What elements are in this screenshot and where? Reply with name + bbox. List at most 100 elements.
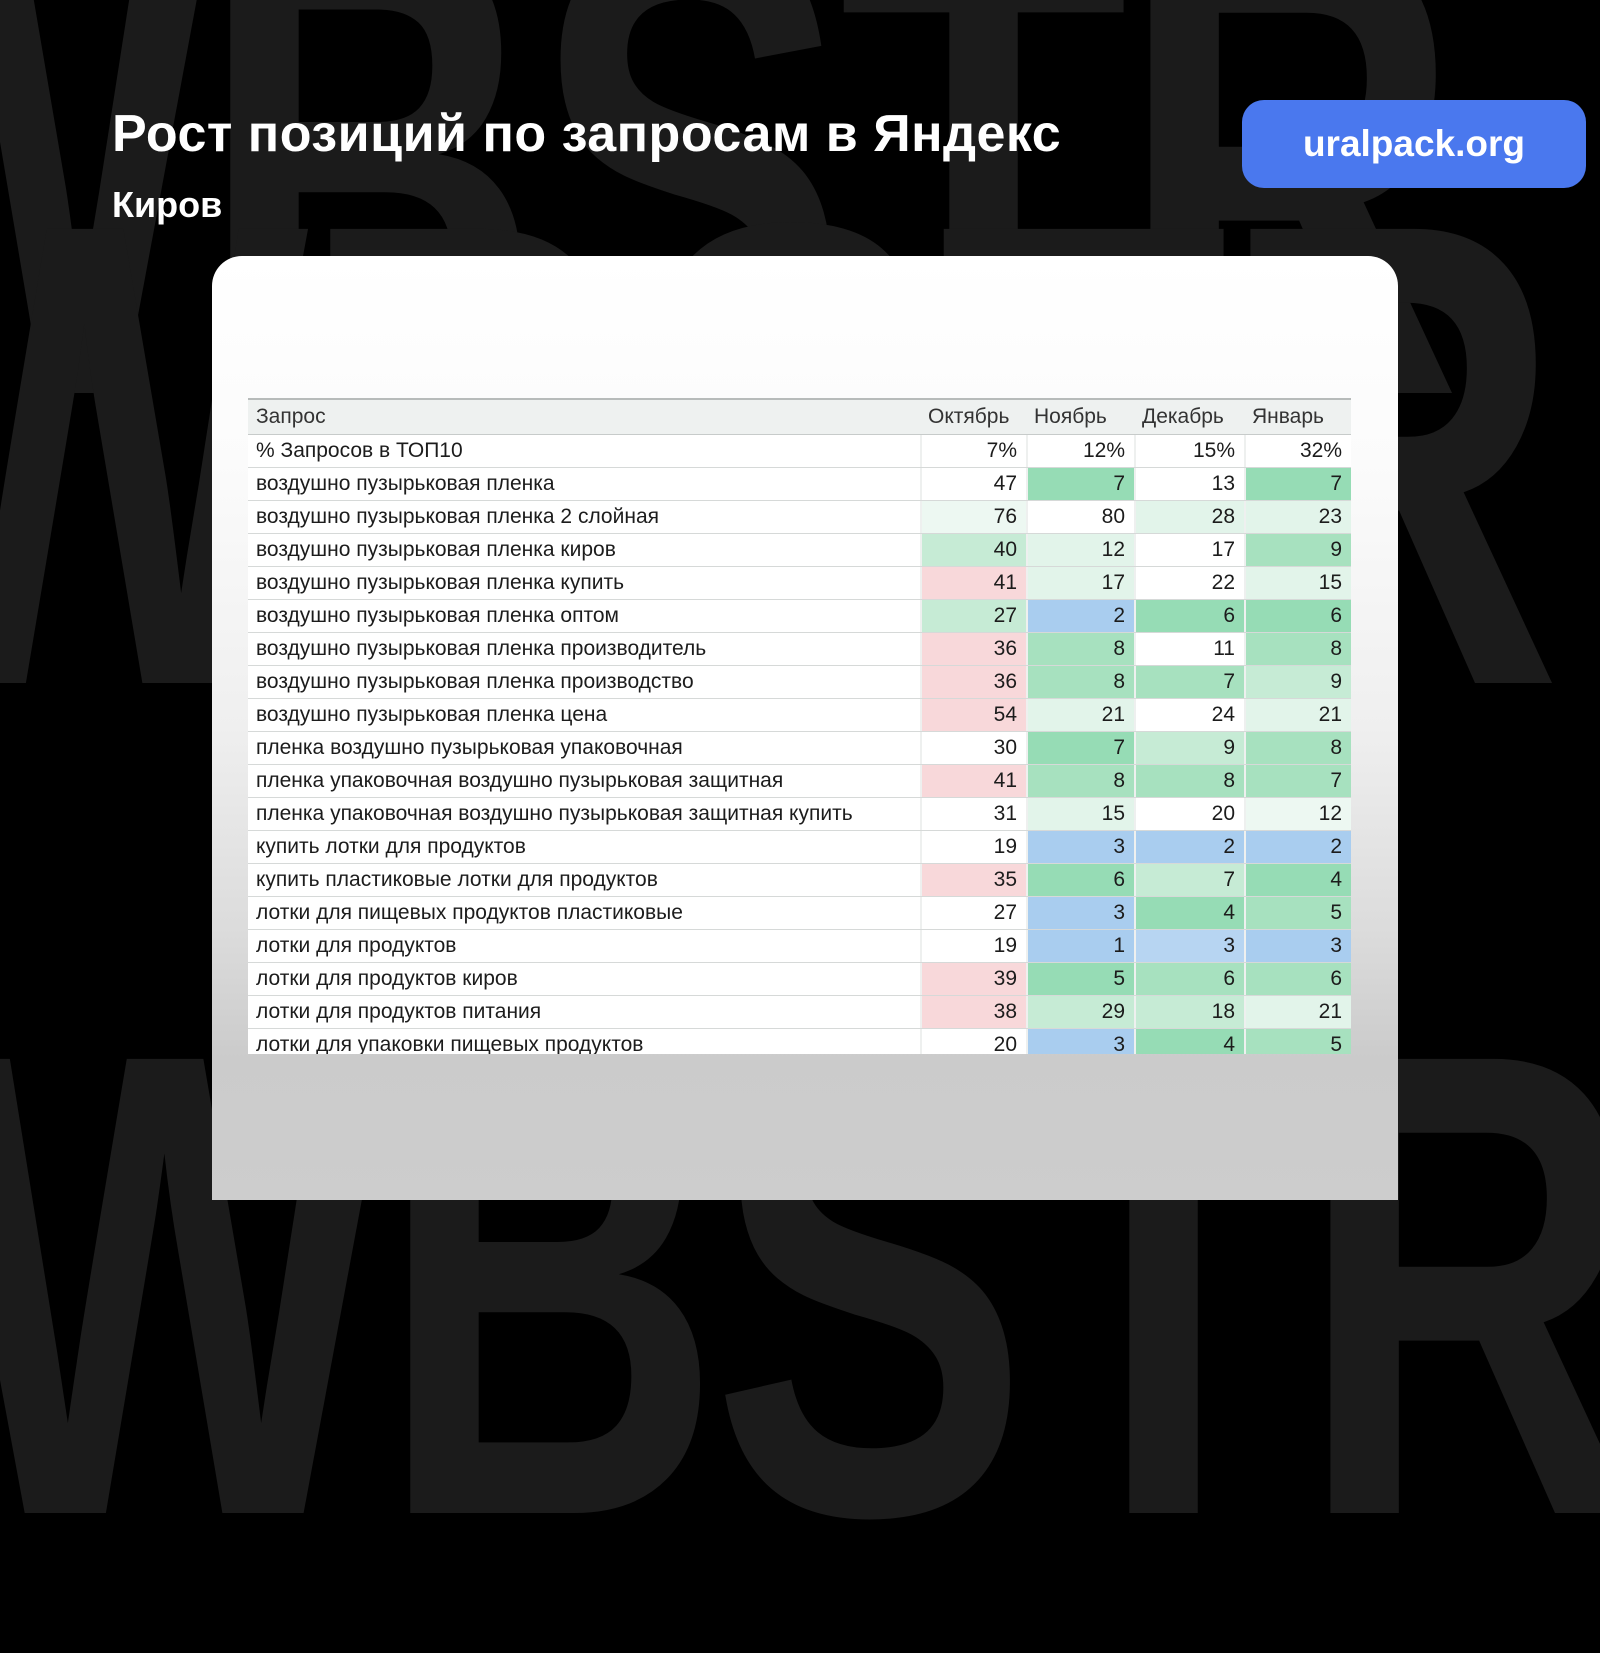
table-row: лотки для продуктов 19 1 3 3 xyxy=(248,930,1351,963)
value-cell: 47 xyxy=(920,468,1026,500)
value-cell: 5 xyxy=(1244,1029,1351,1054)
value-cell: 13 xyxy=(1134,468,1244,500)
value-cell: 7 xyxy=(1244,468,1351,500)
column-header-month: Октябрь xyxy=(928,405,1010,428)
value-cell: 22 xyxy=(1134,567,1244,599)
value-cell: 7 xyxy=(1244,765,1351,797)
value-cell: 19 xyxy=(920,930,1026,962)
value-cell: 24 xyxy=(1134,699,1244,731)
query-cell: купить лотки для продуктов xyxy=(256,835,526,858)
query-cell: купить пластиковые лотки для продуктов xyxy=(256,868,658,891)
value-cell: 38 xyxy=(920,996,1026,1028)
value-cell: 21 xyxy=(1026,699,1134,731)
value-cell: 4 xyxy=(1134,1029,1244,1054)
value-cell: 6 xyxy=(1244,600,1351,632)
table-row: воздушно пузырьковая пленка оптом 27 2 6 6 xyxy=(248,600,1351,633)
table-row: купить лотки для продуктов 19 3 2 2 xyxy=(248,831,1351,864)
value-cell: 15 xyxy=(1026,798,1134,830)
query-cell: лотки для упаковки пищевых продуктов xyxy=(256,1033,644,1054)
value-cell: 21 xyxy=(1244,996,1351,1028)
value-cell: 27 xyxy=(920,600,1026,632)
value-cell: 3 xyxy=(1026,1029,1134,1054)
query-cell: пленка упаковочная воздушно пузырьковая … xyxy=(256,769,784,792)
value-cell: 8 xyxy=(1026,765,1134,797)
value-cell: 3 xyxy=(1244,930,1351,962)
query-cell: воздушно пузырьковая пленка оптом xyxy=(256,604,619,627)
value-cell: 12% xyxy=(1026,435,1134,467)
table-body: % Запросов в ТОП10 7% 12% 15% 32% воздушно пу… xyxy=(248,435,1351,1054)
value-cell: 18 xyxy=(1134,996,1244,1028)
value-cell: 3 xyxy=(1026,897,1134,929)
value-cell: 21 xyxy=(1244,699,1351,731)
value-cell: 9 xyxy=(1244,534,1351,566)
value-cell: 27 xyxy=(920,897,1026,929)
table-row: лотки для упаковки пищевых продуктов 20 3 4… xyxy=(248,1029,1351,1054)
query-cell: лотки для продуктов питания xyxy=(256,1000,542,1023)
value-cell: 7 xyxy=(1134,666,1244,698)
query-cell: воздушно пузырьковая пленка 2 слойная xyxy=(256,505,659,528)
value-cell: 17 xyxy=(1134,534,1244,566)
value-cell: 28 xyxy=(1134,501,1244,533)
query-cell: пленка воздушно пузырьковая упаковочная xyxy=(256,736,683,759)
query-cell: лотки для продуктов xyxy=(256,934,457,957)
brand-badge-link[interactable]: uralpack.org xyxy=(1242,100,1586,188)
page-subtitle: Киров xyxy=(112,184,223,225)
table-row: воздушно пузырьковая пленка 47 7 13 7 xyxy=(248,468,1351,501)
value-cell: 3 xyxy=(1134,930,1244,962)
column-header-month: Ноябрь xyxy=(1034,405,1107,428)
query-cell: воздушно пузырьковая пленка киров xyxy=(256,538,616,561)
value-cell: 31 xyxy=(920,798,1026,830)
value-cell: 30 xyxy=(920,732,1026,764)
value-cell: 8 xyxy=(1244,732,1351,764)
value-cell: 4 xyxy=(1244,864,1351,896)
table-row: пленка упаковочная воздушно пузырьковая … xyxy=(248,798,1351,831)
value-cell: 9 xyxy=(1134,732,1244,764)
value-cell: 2 xyxy=(1026,600,1134,632)
table-row: воздушно пузырьковая пленка киров 40 12 17 9 xyxy=(248,534,1351,567)
value-cell: 5 xyxy=(1244,897,1351,929)
table-row: воздушно пузырьковая пленка цена 54 21 24 21 xyxy=(248,699,1351,732)
value-cell: 1 xyxy=(1026,930,1134,962)
value-cell: 80 xyxy=(1026,501,1134,533)
value-cell: 19 xyxy=(920,831,1026,863)
query-cell: % Запросов в ТОП10 xyxy=(256,439,463,462)
query-cell: лотки для продуктов киров xyxy=(256,967,518,990)
value-cell: 39 xyxy=(920,963,1026,995)
value-cell: 6 xyxy=(1134,600,1244,632)
value-cell: 12 xyxy=(1244,798,1351,830)
value-cell: 41 xyxy=(920,765,1026,797)
query-cell: воздушно пузырьковая пленка xyxy=(256,472,555,495)
table-row: пленка воздушно пузырьковая упаковочная 3… xyxy=(248,732,1351,765)
value-cell: 76 xyxy=(920,501,1026,533)
value-cell: 3 xyxy=(1026,831,1134,863)
table-row: воздушно пузырьковая пленка купить 41 17 22… xyxy=(248,567,1351,600)
column-header-month: Декабрь xyxy=(1142,405,1224,428)
value-cell: 29 xyxy=(1026,996,1134,1028)
table-row: лотки для продуктов питания 38 29 18 21 xyxy=(248,996,1351,1029)
value-cell: 15% xyxy=(1134,435,1244,467)
value-cell: 7 xyxy=(1134,864,1244,896)
query-cell: пленка упаковочная воздушно пузырьковая … xyxy=(256,802,853,825)
table-row: воздушно пузырьковая пленка производител… xyxy=(248,633,1351,666)
value-cell: 8 xyxy=(1134,765,1244,797)
value-cell: 12 xyxy=(1026,534,1134,566)
value-cell: 5 xyxy=(1026,963,1134,995)
value-cell: 20 xyxy=(920,1029,1026,1054)
value-cell: 6 xyxy=(1244,963,1351,995)
value-cell: 20 xyxy=(1134,798,1244,830)
query-cell: лотки для пищевых продуктов пластиковые xyxy=(256,901,683,924)
table-row: пленка упаковочная воздушно пузырьковая … xyxy=(248,765,1351,798)
page-title: Рост позиций по запросам в Яндекс xyxy=(112,105,1062,163)
value-cell: 4 xyxy=(1134,897,1244,929)
value-cell: 6 xyxy=(1026,864,1134,896)
table-row: воздушно пузырьковая пленка производство… xyxy=(248,666,1351,699)
query-cell: воздушно пузырьковая пленка цена xyxy=(256,703,608,726)
column-header-month: Январь xyxy=(1252,405,1324,428)
page: { "watermark": { "text": "WBSTR", "color… xyxy=(0,0,1600,1615)
value-cell: 7 xyxy=(1026,468,1134,500)
query-cell: воздушно пузырьковая пленка купить xyxy=(256,571,625,594)
summary-row: % Запросов в ТОП10 7% 12% 15% 32% xyxy=(248,435,1351,468)
value-cell: 7% xyxy=(920,435,1026,467)
value-cell: 41 xyxy=(920,567,1026,599)
value-cell: 15 xyxy=(1244,567,1351,599)
